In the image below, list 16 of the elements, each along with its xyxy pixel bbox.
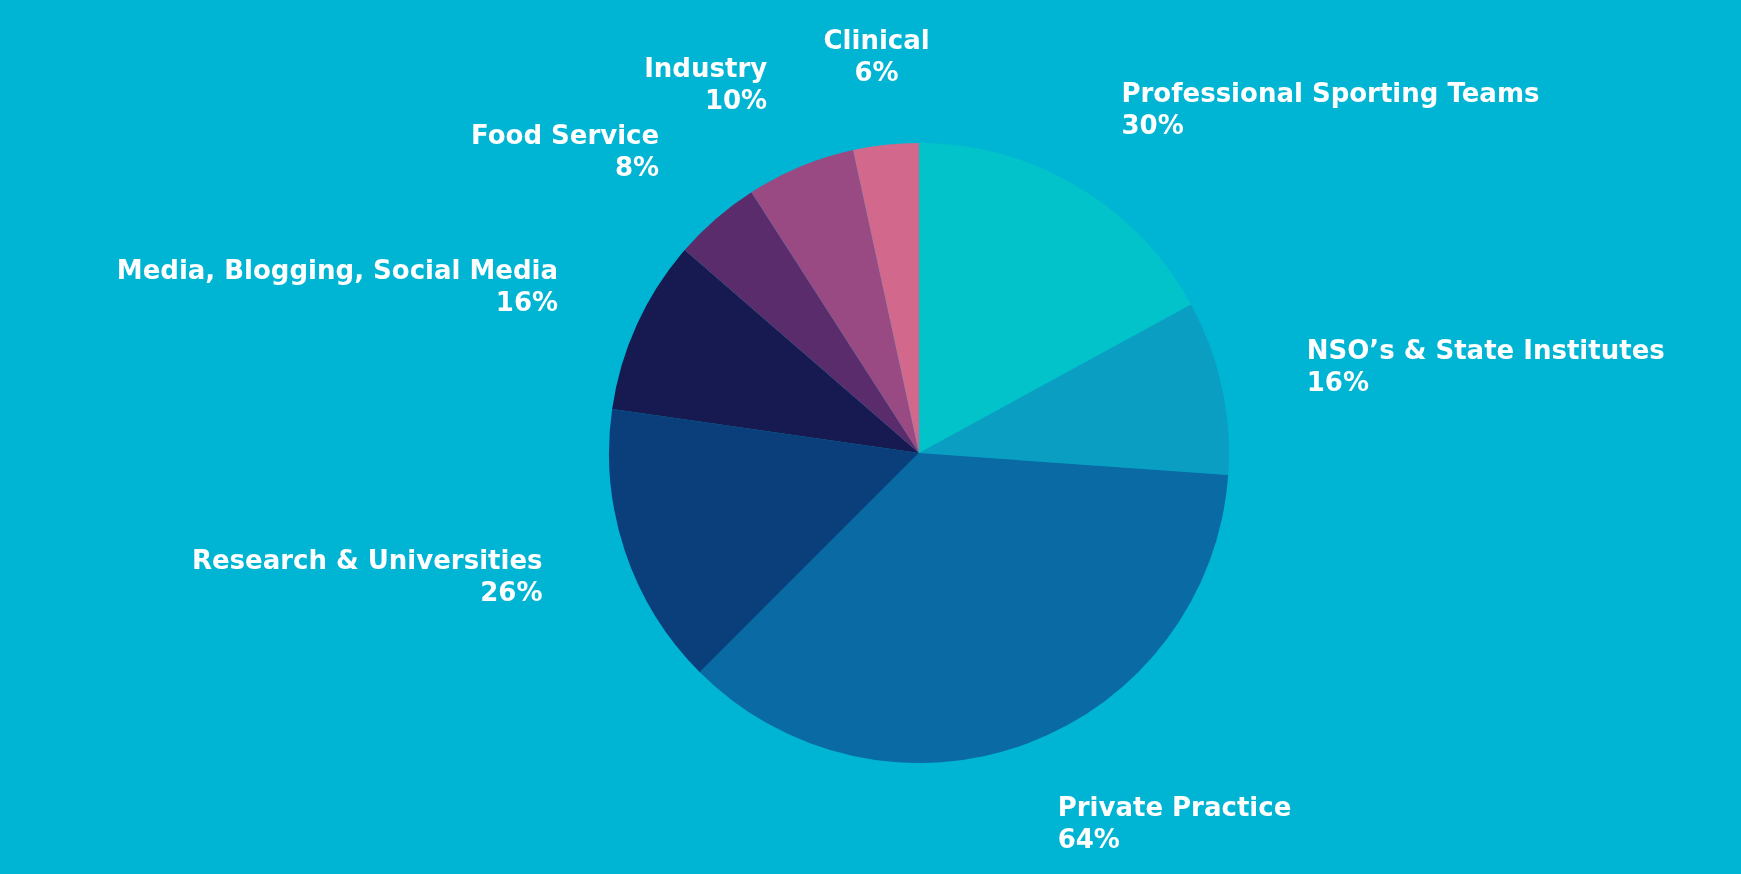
slice-label: Research & Universities: [191, 545, 543, 576]
slice-label: Food Service: [470, 119, 660, 150]
slice-label: Clinical: [823, 25, 930, 56]
data-label: 8%: [614, 151, 660, 182]
slice-label: Private Practice: [1057, 791, 1292, 822]
data-label: 10%: [704, 85, 768, 116]
slice-label: Media, Blogging, Social Media: [116, 254, 559, 285]
data-label: 64%: [1057, 823, 1120, 854]
slice-label: Industry: [644, 53, 768, 84]
data-label: 16%: [495, 286, 559, 317]
slice-label: NSO’s & State Institutes: [1306, 335, 1665, 366]
data-label: 6%: [854, 57, 899, 88]
data-label: 26%: [480, 577, 543, 608]
slice-label: Professional Sporting Teams: [1121, 78, 1540, 109]
data-label: 16%: [1306, 367, 1369, 398]
data-label: 30%: [1121, 110, 1184, 141]
